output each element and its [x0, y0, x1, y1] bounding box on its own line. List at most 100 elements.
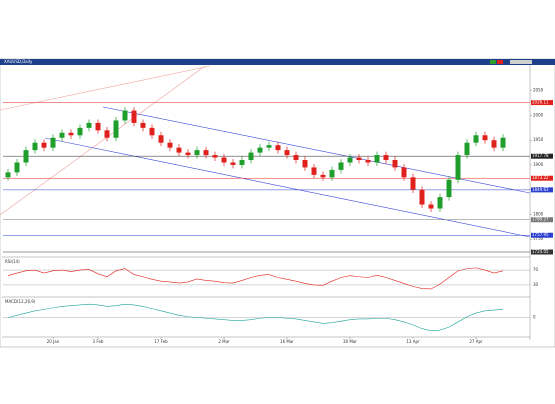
- x-tick-label: 27 Apr: [469, 339, 483, 344]
- level-box: [531, 249, 553, 255]
- candle-body: [464, 142, 470, 156]
- button[interactable]: [497, 60, 503, 64]
- candle-body: [32, 142, 38, 151]
- candle-body: [284, 150, 290, 156]
- candle-body: [50, 137, 56, 148]
- candle-body: [320, 174, 326, 178]
- candle-body: [383, 155, 389, 161]
- candle-body: [275, 145, 281, 151]
- candle-body: [212, 155, 218, 158]
- candle-body: [347, 157, 353, 163]
- candle-body: [194, 150, 200, 156]
- candle-body: [59, 132, 65, 138]
- level-label: 2026.11: [532, 100, 549, 105]
- level-label: 1873.22: [532, 175, 549, 180]
- candle-body: [329, 169, 335, 178]
- level-box: [531, 175, 553, 181]
- fib-line: [0, 65, 206, 216]
- candle-body: [338, 162, 344, 170]
- candle-body: [23, 150, 29, 163]
- level-label: 1917.78: [532, 153, 549, 158]
- candle-body: [176, 147, 182, 153]
- candle-body: [437, 197, 443, 209]
- candle-body: [482, 135, 488, 141]
- candle-body: [428, 204, 434, 209]
- candle-body: [239, 160, 245, 165]
- candle-body: [14, 162, 20, 173]
- indicator-name: MACD(12,26,9): [5, 299, 36, 304]
- candle-body: [500, 137, 506, 148]
- x-tick-label: 2 Mar: [218, 339, 230, 344]
- candle-body: [77, 127, 83, 136]
- level-label: 1849.63: [532, 187, 549, 192]
- indicator-name: RSI(14): [5, 259, 20, 264]
- level-label: 1724.05: [532, 249, 549, 254]
- y-tick-label: 1900: [533, 162, 544, 167]
- candle-body: [356, 157, 362, 161]
- candle-body: [86, 122, 92, 128]
- candle-body: [257, 147, 263, 153]
- y-tick-label: 30: [533, 282, 539, 287]
- y-tick-label: 2050: [533, 88, 544, 93]
- y-tick-label: 1800: [533, 211, 544, 216]
- candle-body: [410, 177, 416, 190]
- channel-line: [44, 137, 531, 238]
- candle-body: [446, 179, 452, 198]
- candle-body: [167, 142, 173, 148]
- candle-body: [302, 160, 308, 168]
- candle-body: [248, 152, 254, 161]
- y-tick-label: 0: [533, 315, 536, 320]
- candle-body: [185, 152, 191, 156]
- x-tick-label: 3 Feb: [93, 339, 104, 344]
- candle-body: [68, 132, 74, 136]
- level-box: [531, 232, 553, 238]
- candle-body: [104, 130, 110, 138]
- candle-body: [41, 142, 47, 148]
- symbol-title: XAUUSD,Daily: [4, 59, 33, 64]
- candle-body: [401, 167, 407, 178]
- candle-body: [158, 135, 164, 143]
- y-tick-label: 1950: [533, 137, 544, 142]
- x-tick-label: 30 Mar: [343, 339, 357, 344]
- x-tick-label: 17 Feb: [154, 339, 168, 344]
- button[interactable]: [490, 60, 496, 64]
- candle-body: [266, 145, 272, 148]
- x-tick-label: 20 Jan: [47, 339, 60, 344]
- button[interactable]: [510, 60, 532, 64]
- x-tick-label: 13 Apr: [406, 339, 420, 344]
- y-tick-label: 1750: [533, 236, 544, 241]
- candle-body: [491, 140, 497, 148]
- level-box: [531, 187, 553, 193]
- level-box: [531, 217, 553, 223]
- x-tick-label: 16 Mar: [280, 339, 294, 344]
- frame: [0, 58, 555, 348]
- candle-body: [113, 120, 119, 138]
- candle-body: [365, 160, 371, 163]
- candle-body: [455, 155, 461, 180]
- candle-body: [374, 155, 380, 163]
- candle-body: [149, 127, 155, 136]
- candle-body: [419, 189, 425, 205]
- y-tick-label: 2000: [533, 112, 544, 117]
- indicator-line: [7, 267, 504, 290]
- candle-body: [95, 122, 101, 131]
- candle-body: [293, 155, 299, 161]
- candle-body: [473, 135, 479, 143]
- y-tick-label: 70: [533, 267, 539, 272]
- candle-body: [203, 150, 209, 156]
- candle-body: [122, 110, 128, 121]
- level-box: [531, 153, 553, 159]
- toolbar: [0, 59, 555, 65]
- candle-body: [311, 167, 317, 175]
- candle-body: [392, 160, 398, 168]
- level-box: [531, 100, 553, 106]
- candle-body: [5, 172, 11, 178]
- level-label: 1789.27: [532, 217, 549, 222]
- candle-body: [221, 157, 227, 163]
- level-label: 1757.95: [532, 232, 549, 237]
- candle-body: [131, 110, 137, 123]
- candle-body: [230, 162, 236, 165]
- candle-body: [140, 122, 146, 128]
